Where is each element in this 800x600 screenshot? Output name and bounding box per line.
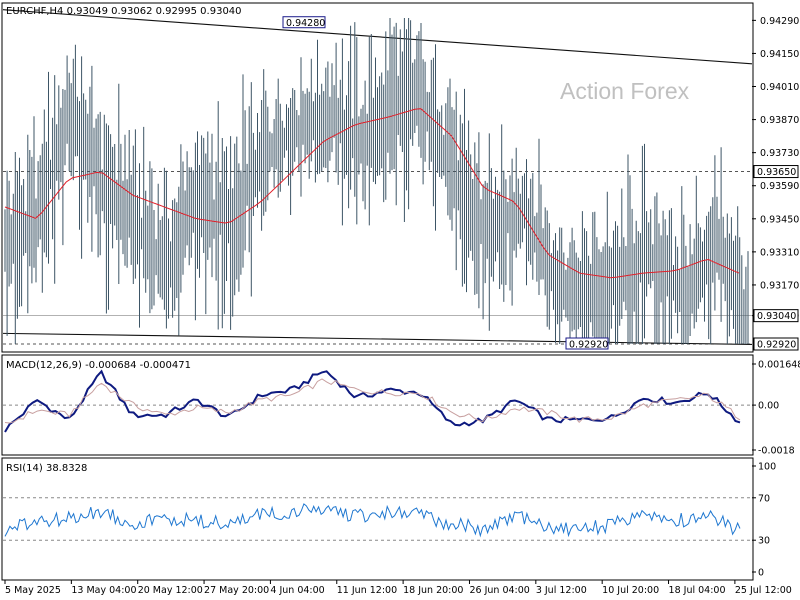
rsi-ytick-label: 100 <box>758 462 776 473</box>
macd-ytick-label: 0.00 <box>758 401 779 412</box>
macd-ytick-label: -0.0018 <box>758 446 795 457</box>
main-ytick-label: 0.93590 <box>760 181 799 192</box>
annotation-box <box>565 337 609 350</box>
trendline <box>2 332 753 346</box>
watermark: Action Forex <box>560 78 690 104</box>
macd-signal-line <box>4 378 741 424</box>
price-marker-label: 0.93650 <box>757 167 796 178</box>
x-tick-label: 18 Jul 04:00 <box>669 585 726 596</box>
x-tick-label: 25 Jul 12:00 <box>735 585 792 596</box>
x-tick-label: 11 Jun 12:00 <box>337 585 397 596</box>
x-tick-label: 13 May 04:00 <box>71 585 136 596</box>
main-ytick-label: 0.94290 <box>760 16 799 27</box>
main-ytick-label: 0.93170 <box>760 280 799 291</box>
moving-average-line <box>4 108 740 279</box>
main-ytick-label: 0.93870 <box>760 115 799 126</box>
main-panel-frame <box>1 2 754 353</box>
main-ytick-label: 0.93450 <box>760 214 799 225</box>
annotation-label: 0.94280 <box>286 18 325 29</box>
macd-line <box>4 369 741 433</box>
x-tick-label: 20 May 12:00 <box>138 585 203 596</box>
main-ytick-label: 0.94010 <box>760 82 799 93</box>
x-tick-label: 26 Jun 04:00 <box>469 585 529 596</box>
rsi-panel-title: RSI(14) 38.8328 <box>6 463 87 474</box>
x-tick-label: 27 May 20:00 <box>204 585 269 596</box>
annotation-label: 0.92920 <box>569 340 608 351</box>
x-tick-label: 4 Jun 04:00 <box>270 585 324 596</box>
rsi-ytick-label: 30 <box>758 536 770 547</box>
rsi-series-group <box>3 497 752 541</box>
trendline <box>2 9 753 65</box>
price-marker-label: 0.93040 <box>757 311 796 322</box>
macd-panel-title: MACD(12,26,9) -0.000684 -0.000471 <box>6 360 191 371</box>
main-ytick-label: 0.94150 <box>760 49 799 60</box>
price-marker-box <box>753 337 799 351</box>
price-bars <box>4 18 749 344</box>
x-tick-label: 18 Jun 20:00 <box>403 585 463 596</box>
main-series-group: 0.94280 0.92920 <box>2 9 753 351</box>
price-marker-box <box>753 309 799 323</box>
main-ytick-label: 0.93310 <box>760 247 799 258</box>
rsi-ytick-label: 70 <box>758 493 770 504</box>
price-marker-box <box>753 165 799 179</box>
x-tick-label: 3 Jul 12:00 <box>536 585 587 596</box>
x-tick-label: 10 Jul 20:00 <box>602 585 659 596</box>
rsi-ytick-label: 0 <box>758 568 764 579</box>
main-panel-title: EURCHF,H4 0.93049 0.93062 0.92995 0.9304… <box>6 6 242 17</box>
rsi-panel-frame <box>1 457 754 581</box>
x-tick-label: 5 May 2025 <box>5 585 61 596</box>
macd-ytick-label: 0.001648 <box>758 360 800 371</box>
main-ytick-label: 0.93730 <box>760 148 799 159</box>
macd-series-group <box>3 369 752 433</box>
axis-labels-group: 0.94290 0.94150 0.94010 0.93870 0.93730 0.935… <box>4 16 800 596</box>
rsi-line <box>4 503 741 538</box>
price-marker-label: 0.92920 <box>757 340 796 351</box>
annotation-box <box>282 16 326 29</box>
